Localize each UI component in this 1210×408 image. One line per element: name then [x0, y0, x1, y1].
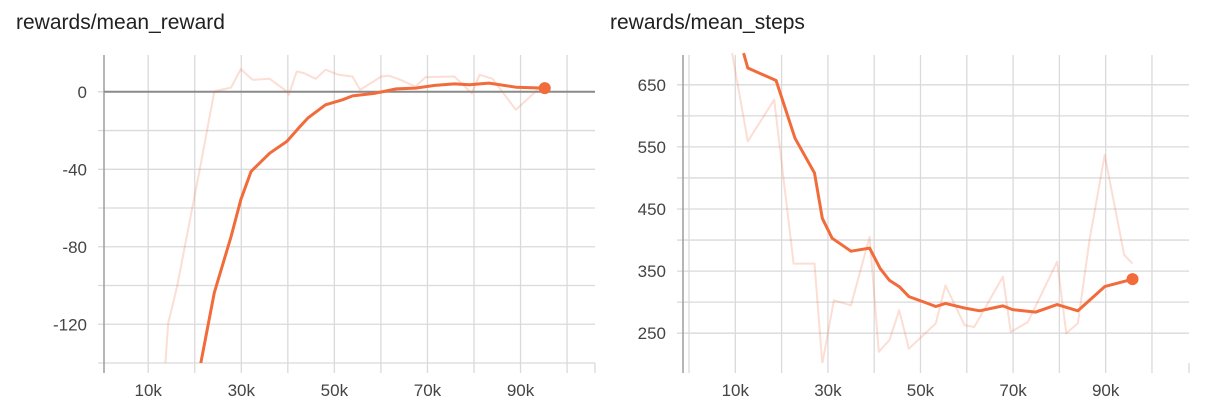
y-tick-label: -80	[62, 238, 87, 257]
x-tick-label: 50k	[321, 381, 349, 400]
x-tick-label: 30k	[814, 381, 842, 400]
smoothed-series-line	[742, 52, 1133, 314]
raw-series-line	[731, 52, 1134, 363]
y-tick-label: 550	[638, 138, 666, 157]
plot-area	[731, 52, 1134, 363]
y-tick-label: 650	[638, 76, 666, 95]
y-tick-label: 250	[638, 324, 666, 343]
last-point-marker	[538, 82, 551, 95]
x-tick-label: 70k	[414, 381, 442, 400]
chart-mean-reward: rewards/mean_reward 10k 30k 50k 70k 90k 0 -40 -…	[16, 11, 596, 400]
raw-series-line	[164, 68, 540, 363]
x-tick-label: 10k	[135, 381, 163, 400]
plot-area	[164, 68, 545, 363]
x-tick-label: 50k	[907, 381, 935, 400]
last-point-marker	[1126, 273, 1139, 286]
x-tick-label: 10k	[722, 381, 750, 400]
y-tick-label: -40	[62, 160, 87, 179]
chart-mean-steps: rewards/mean_steps 10k 30k 50k 70k 90k 250 350…	[610, 11, 1190, 400]
chart-title: rewards/mean_reward	[16, 11, 225, 34]
y-tick-label: 350	[638, 262, 666, 281]
y-tick-label: 450	[638, 200, 666, 219]
chart-title: rewards/mean_steps	[610, 11, 805, 34]
smoothed-series-line	[199, 81, 545, 363]
x-tick-label: 90k	[1092, 381, 1120, 400]
x-tick-label: 70k	[999, 381, 1027, 400]
x-tick-label: 30k	[228, 381, 256, 400]
x-tick-label: 90k	[507, 381, 535, 400]
y-tick-label: 0	[78, 83, 87, 102]
y-tick-label: -120	[53, 315, 87, 334]
